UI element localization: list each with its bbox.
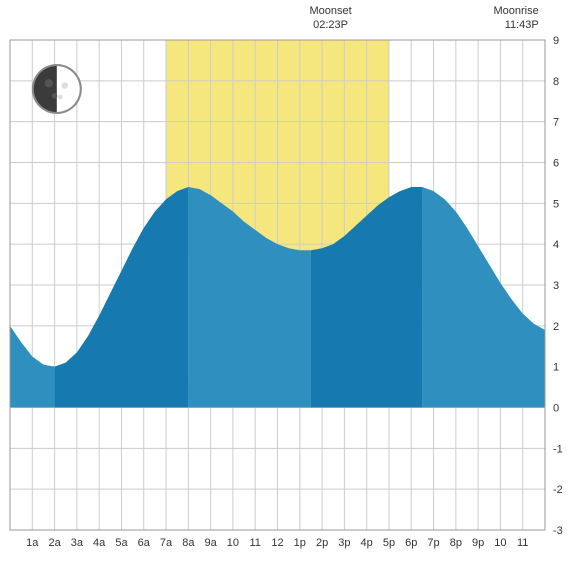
x-tick-label: 3a xyxy=(71,537,84,549)
moon-event-label: Moonrise xyxy=(494,5,539,17)
y-tick-label: -1 xyxy=(553,443,563,455)
x-tick-label: 1a xyxy=(26,537,39,549)
moon-event-time: 11:43P xyxy=(505,19,539,31)
x-tick-label: 10 xyxy=(494,537,506,549)
x-tick-label: 4a xyxy=(93,537,106,549)
chart-svg: -3-2-101234567891a2a3a4a5a6a7a8a9a101112… xyxy=(0,0,570,570)
x-tick-label: 5a xyxy=(115,537,128,549)
x-tick-label: 9p xyxy=(472,537,484,549)
x-tick-label: 6a xyxy=(138,537,151,549)
x-tick-label: 3p xyxy=(338,537,350,549)
y-tick-label: -3 xyxy=(553,525,563,537)
x-tick-label: 2a xyxy=(48,537,61,549)
y-tick-label: 9 xyxy=(553,35,559,47)
x-tick-label: 7a xyxy=(160,537,173,549)
y-tick-label: 2 xyxy=(553,321,559,333)
y-tick-label: 6 xyxy=(553,158,559,170)
y-tick-label: 1 xyxy=(553,362,559,374)
y-tick-label: 4 xyxy=(553,239,559,251)
x-tick-label: 10 xyxy=(227,537,239,549)
moon-event-label: Moonset xyxy=(309,5,351,17)
x-tick-label: 11 xyxy=(517,537,528,549)
x-tick-label: 7p xyxy=(427,537,439,549)
y-tick-label: 8 xyxy=(553,76,559,88)
x-tick-label: 2p xyxy=(316,537,328,549)
y-tick-label: 5 xyxy=(553,198,559,210)
x-tick-label: 8a xyxy=(182,537,195,549)
x-tick-label: 11 xyxy=(249,537,260,549)
moon-event-time: 02:23P xyxy=(313,19,348,31)
x-tick-label: 6p xyxy=(405,537,417,549)
x-tick-label: 1p xyxy=(294,537,306,549)
x-tick-label: 4p xyxy=(361,537,373,549)
tide-chart: -3-2-101234567891a2a3a4a5a6a7a8a9a101112… xyxy=(0,0,570,570)
x-tick-label: 8p xyxy=(450,537,462,549)
x-tick-label: 9a xyxy=(205,537,218,549)
y-tick-label: 3 xyxy=(553,280,559,292)
x-tick-label: 12 xyxy=(271,537,283,549)
x-tick-label: 5p xyxy=(383,537,395,549)
y-tick-label: 0 xyxy=(553,403,559,415)
y-tick-label: -2 xyxy=(553,484,563,496)
y-tick-label: 7 xyxy=(553,117,559,129)
